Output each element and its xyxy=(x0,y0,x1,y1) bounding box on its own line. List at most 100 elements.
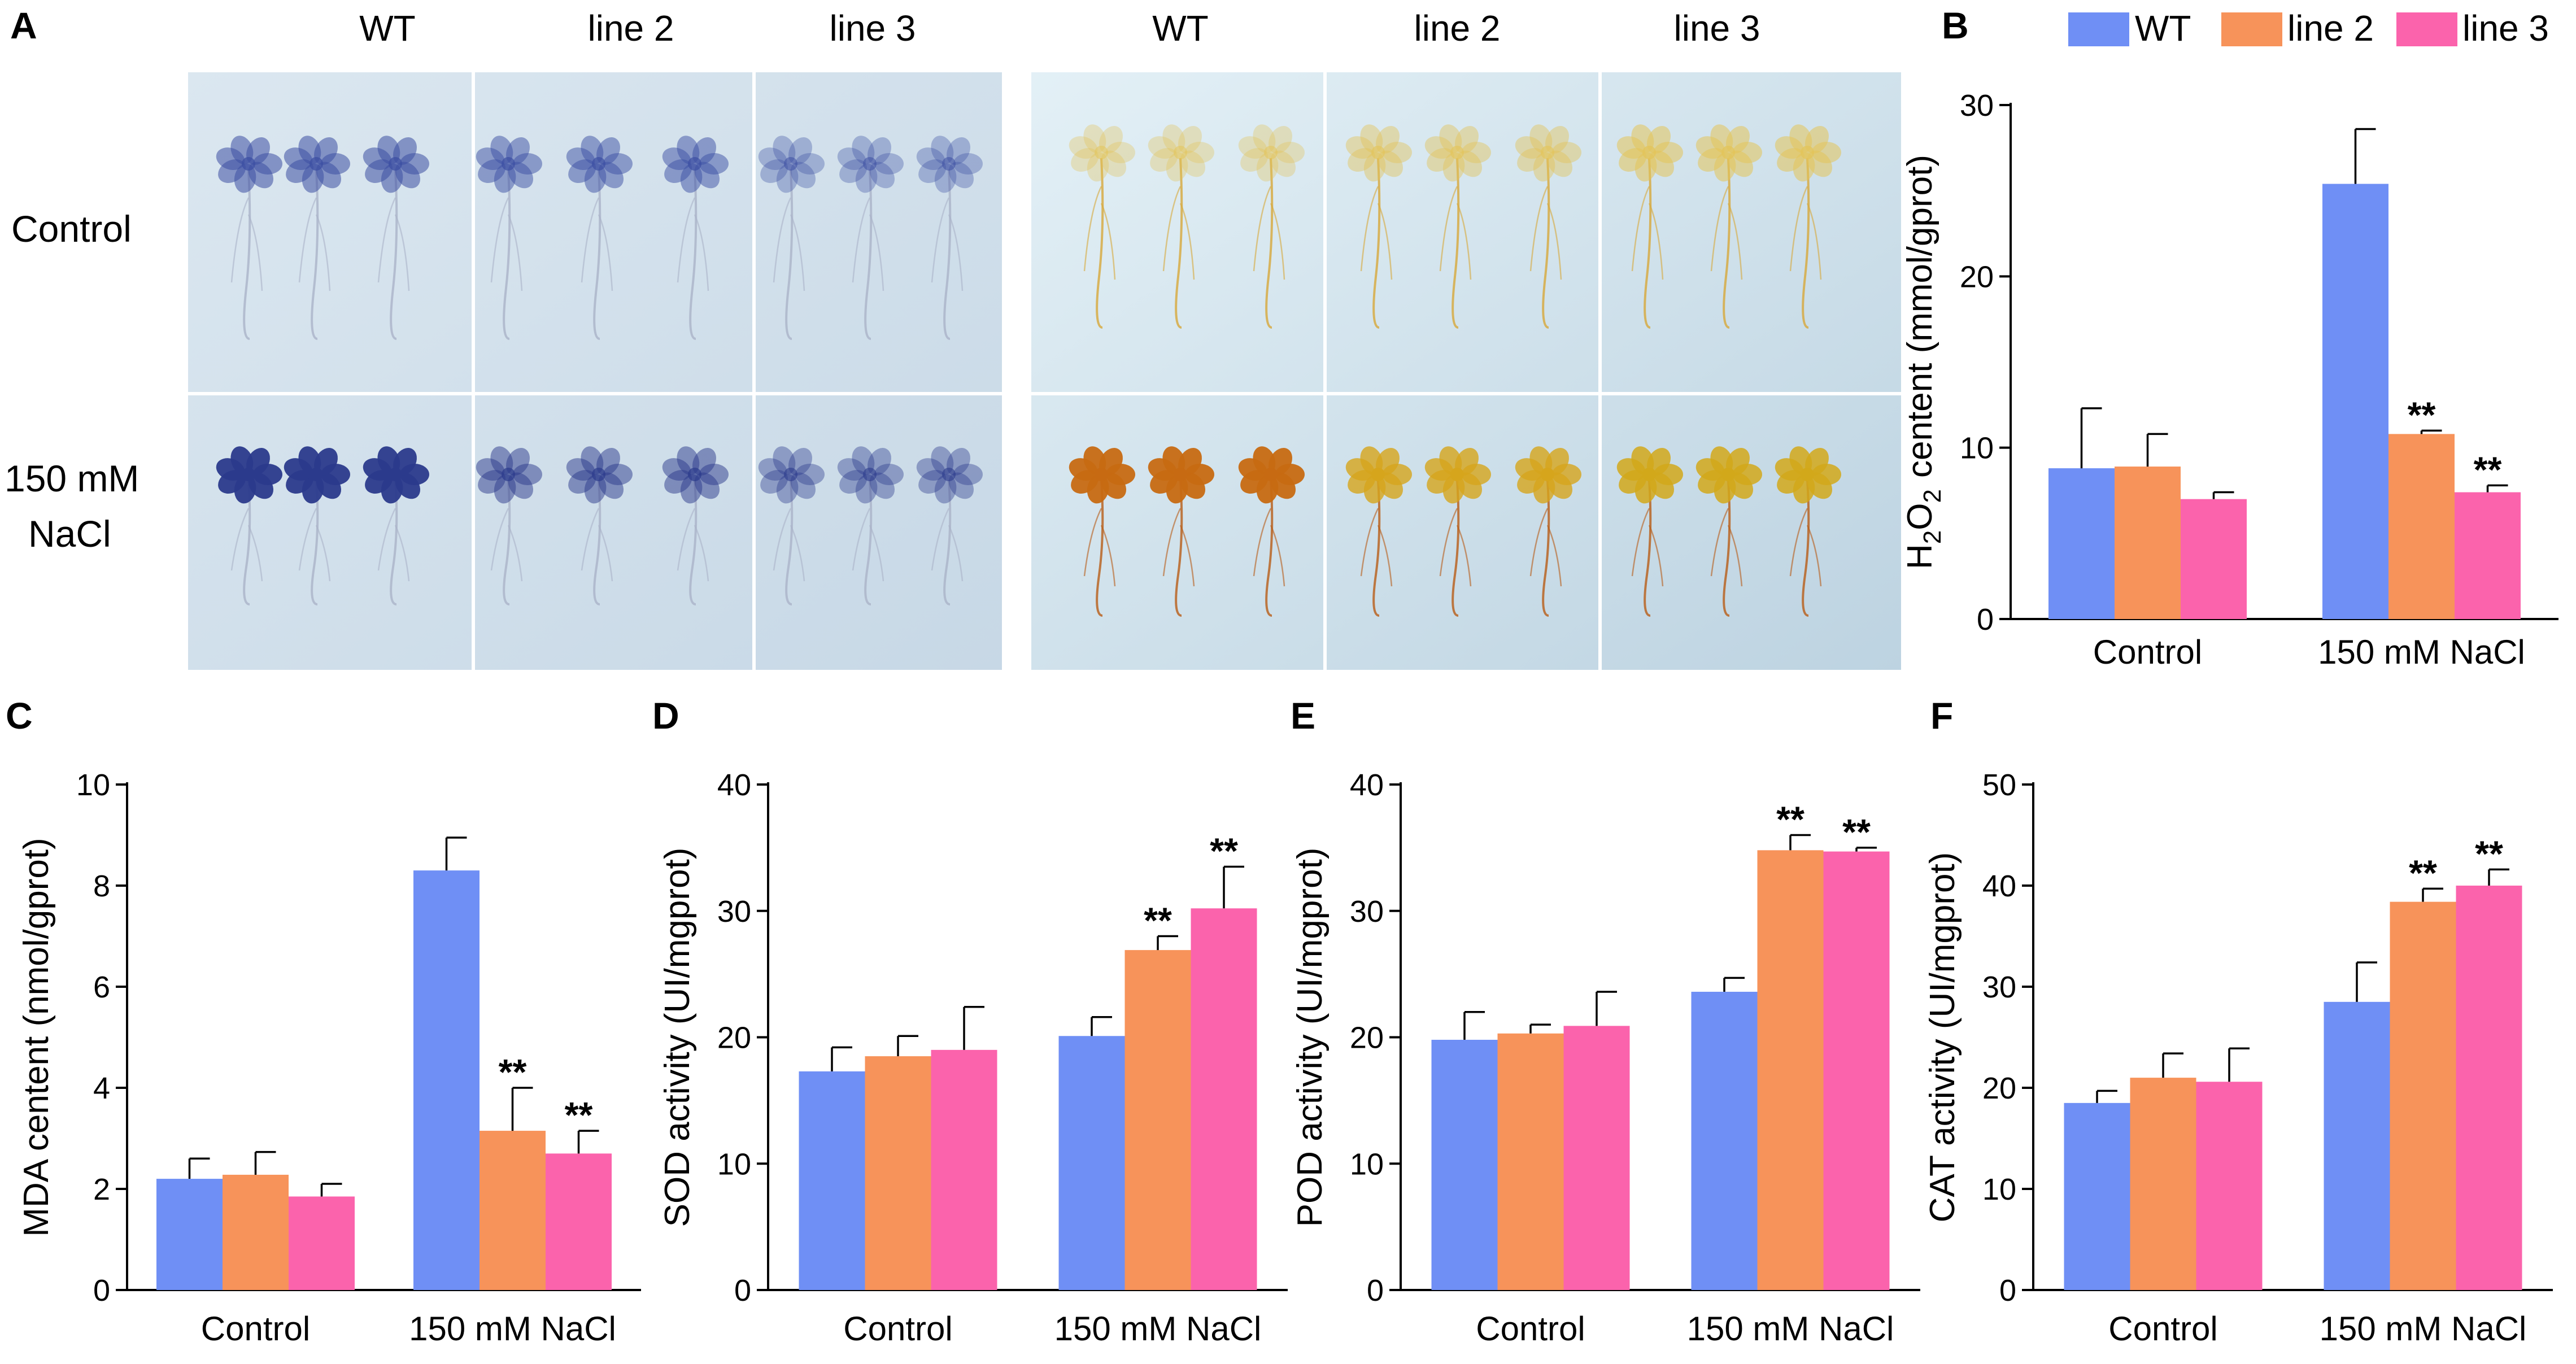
significance-marker: ** xyxy=(499,1052,527,1092)
category-label: Control xyxy=(2108,1310,2217,1348)
significance-marker: ** xyxy=(2474,449,2502,490)
bar-wt-nacl xyxy=(1691,991,1758,1290)
y-tick-label: 0 xyxy=(93,1274,110,1308)
bar-wt-nacl xyxy=(413,870,480,1290)
dab-seedling-control-0-2 xyxy=(1238,124,1305,329)
bar-wt-control xyxy=(799,1071,865,1290)
column-label-line2-nbt: line 2 xyxy=(588,8,674,49)
y-tick-label: 30 xyxy=(1350,895,1384,929)
y-axis-label: POD activity (UI/mgprot) xyxy=(1291,848,1330,1227)
bar-line-3-nacl xyxy=(1823,851,1890,1290)
nbt-seedling-salt-1-2 xyxy=(662,446,729,605)
category-label: Control xyxy=(843,1310,952,1348)
dab-seedling-control-0-1 xyxy=(1148,124,1214,329)
chart-c: 0 2 4 6 8 10 MDA centent (nmol/gprot) Control **… xyxy=(17,768,641,1348)
dab-seedling-control-1-1 xyxy=(1424,124,1491,329)
y-tick-label: 0 xyxy=(1977,603,1994,637)
bar-line-2-nacl xyxy=(1124,950,1191,1290)
category-label: 150 mM NaCl xyxy=(2318,633,2525,671)
dab-seedling-salt-2-1 xyxy=(1695,446,1762,617)
dab-seedling-salt-1-1 xyxy=(1424,446,1491,617)
legend: WT line 2 line 3 xyxy=(2068,8,2549,49)
category-label: 150 mM NaCl xyxy=(2320,1310,2527,1348)
panel-letter-d: D xyxy=(652,695,679,737)
bar-line-3-control xyxy=(1563,1026,1630,1290)
bar-line-3-control xyxy=(289,1196,355,1290)
significance-marker: ** xyxy=(1842,812,1871,852)
bar-line-3-nacl xyxy=(1191,908,1257,1290)
y-tick-label: 20 xyxy=(717,1021,751,1055)
significance-marker: ** xyxy=(2475,833,2503,874)
nbt-seedling-salt-1-0 xyxy=(476,446,542,605)
dab-seedling-salt-2-2 xyxy=(1775,446,1841,617)
category-label: Control xyxy=(2093,633,2202,671)
y-tick-label: 2 xyxy=(93,1173,110,1206)
column-label-line3-nbt: line 3 xyxy=(830,8,916,49)
y-tick-label: 4 xyxy=(93,1071,110,1105)
bar-line-3-control xyxy=(2196,1082,2263,1290)
nbt-seedling-control-0-2 xyxy=(363,136,429,340)
panel-letter-e: E xyxy=(1291,695,1315,737)
dab-seedling-salt-0-0 xyxy=(1069,446,1135,617)
significance-marker: ** xyxy=(1144,900,1172,941)
category-label: 150 mM NaCl xyxy=(1687,1310,1894,1348)
nbt-staining-photo xyxy=(188,72,1002,670)
dab-seedling-control-0-0 xyxy=(1069,124,1135,329)
bar-line-2-nacl xyxy=(2390,901,2456,1290)
y-tick-label: 30 xyxy=(1960,89,1994,123)
category-label: 150 mM NaCl xyxy=(409,1310,616,1348)
bar-wt-nacl xyxy=(2324,1001,2390,1290)
panel-letter-c: C xyxy=(6,695,33,737)
nbt-seedling-salt-2-0 xyxy=(758,446,825,605)
dab-seedling-control-1-2 xyxy=(1515,124,1581,329)
significance-marker: ** xyxy=(2408,394,2436,435)
bar-line-2-nacl xyxy=(2388,434,2455,619)
nbt-seedling-control-1-0 xyxy=(476,136,542,340)
chart-f: 0 10 20 30 40 50 CAT activity (UI/mgprot) Contr… xyxy=(1923,768,2553,1348)
nbt-seedling-salt-0-0 xyxy=(216,446,282,605)
dab-seedling-salt-0-2 xyxy=(1238,446,1305,617)
bar-line-2-control xyxy=(865,1056,931,1290)
dab-staining-photo xyxy=(1031,72,1901,670)
bar-line-3-nacl xyxy=(2455,492,2521,619)
bar-line-2-nacl xyxy=(480,1131,546,1290)
y-tick-label: 0 xyxy=(1367,1274,1384,1308)
y-tick-label: 50 xyxy=(1982,768,2016,802)
y-tick-label: 30 xyxy=(1982,970,2016,1004)
y-tick-label: 30 xyxy=(717,895,751,929)
dab-seedling-control-1-0 xyxy=(1345,124,1412,329)
nbt-seedling-control-0-0 xyxy=(216,136,282,340)
significance-marker: ** xyxy=(2409,852,2437,893)
y-axis-label: CAT activity (UI/mgprot) xyxy=(1923,852,1962,1223)
legend-swatch-line3 xyxy=(2396,12,2457,46)
nbt-seedling-control-0-1 xyxy=(284,136,350,340)
bar-line-2-control xyxy=(223,1174,289,1290)
column-label-wt-nbt: WT xyxy=(359,8,416,49)
panel-letter-f: F xyxy=(1930,695,1953,737)
bar-line-2-nacl xyxy=(1757,850,1824,1290)
category-label: 150 mM NaCl xyxy=(1054,1310,1262,1348)
bar-line-3-nacl xyxy=(2456,886,2522,1290)
bar-wt-control xyxy=(2064,1102,2130,1290)
y-tick-label: 20 xyxy=(1960,260,1994,294)
y-tick-label: 8 xyxy=(93,869,110,903)
y-axis-label: SOD activity (UI/mgprot) xyxy=(658,848,697,1227)
chart-e: 0 10 20 30 40 POD activity (UI/mgprot) Control… xyxy=(1291,768,1920,1348)
dab-seedling-salt-1-2 xyxy=(1515,446,1581,617)
bar-line-2-control xyxy=(1497,1033,1564,1290)
row-label-150mm: 150 mM xyxy=(5,457,139,499)
y-tick-label: 10 xyxy=(76,768,110,802)
nbt-seedling-salt-0-1 xyxy=(284,446,350,605)
chart-d: 0 10 20 30 40 SOD activity (UI/mgprot) Control… xyxy=(658,768,1288,1348)
y-tick-label: 40 xyxy=(1982,869,2016,903)
y-tick-label: 0 xyxy=(734,1274,751,1308)
nbt-seedling-control-1-2 xyxy=(662,136,729,340)
bar-wt-control xyxy=(156,1179,223,1290)
y-tick-label: 40 xyxy=(717,768,751,802)
nbt-seedling-control-2-2 xyxy=(916,136,983,340)
category-label: Control xyxy=(201,1310,310,1348)
nbt-seedling-salt-2-2 xyxy=(916,446,983,605)
